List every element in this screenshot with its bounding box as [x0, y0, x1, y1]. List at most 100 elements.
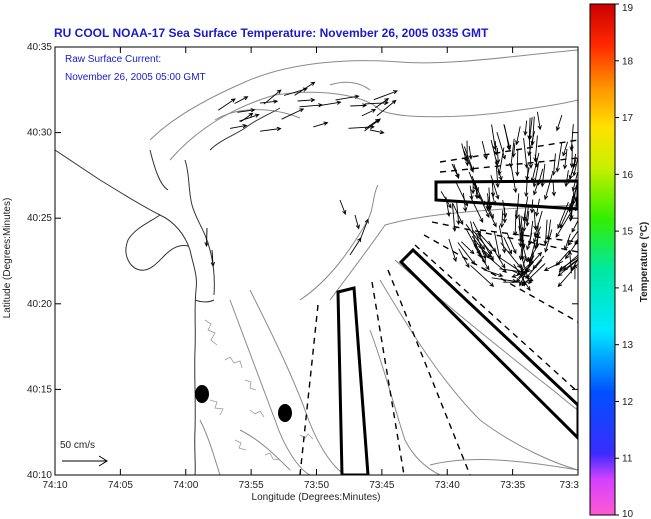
current-vector [559, 256, 578, 270]
current-vector [463, 146, 474, 172]
current-vector [559, 199, 574, 229]
current-vector [361, 108, 377, 117]
current-vector [535, 223, 540, 248]
current-vector [240, 112, 254, 123]
x-axis-label: Longitude (Degrees:Minutes) [252, 492, 381, 503]
current-vector [551, 153, 556, 176]
current-vector [571, 258, 578, 271]
current-vector [452, 203, 464, 226]
current-vector [453, 163, 460, 180]
current-vector [496, 147, 501, 165]
current-vector [525, 259, 543, 279]
current-vector [521, 263, 546, 287]
x-tick-label: 74:05 [108, 480, 133, 491]
current-vector [544, 229, 553, 253]
colorbar-ticks: 10 11 12 13 14 15 16 17 18 19 [615, 3, 634, 519]
current-vector [555, 143, 563, 173]
current-vector [622, 202, 628, 225]
current-vector [445, 196, 451, 218]
current-vector [569, 190, 575, 220]
current-vector [502, 207, 507, 224]
current-vector [376, 99, 397, 117]
bathymetry-contours [149, 49, 578, 475]
current-vector [503, 124, 512, 150]
current-vector [551, 182, 557, 197]
y-tick-label: 40:10 [27, 470, 52, 481]
current-vector [515, 126, 521, 146]
current-vector [373, 90, 398, 101]
current-vector [350, 103, 368, 108]
current-vector [263, 89, 282, 105]
current-vector [313, 121, 329, 128]
colorbar-label: Temperature (°C) [639, 222, 650, 303]
shipping-lanes [299, 139, 578, 475]
current-vector [584, 146, 588, 173]
nearshore-contours [204, 319, 314, 461]
y-tick-label: 40:15 [27, 384, 52, 395]
current-vector [543, 260, 564, 271]
current-vector [510, 167, 518, 194]
current-vector [469, 185, 474, 201]
scale-arrow [62, 455, 108, 467]
current-vector [217, 98, 236, 111]
current-vector [564, 170, 569, 188]
current-vector [465, 224, 486, 250]
current-vector [513, 209, 518, 237]
colorbar-tick-label: 11 [622, 454, 633, 465]
x-tick-label: 73:35 [500, 480, 525, 491]
colorbar-tick-label: 19 [622, 3, 634, 14]
current-vectors [204, 81, 628, 292]
current-vector [481, 140, 488, 160]
current-vector [490, 175, 500, 200]
current-vector [458, 248, 470, 269]
current-vector [460, 241, 475, 255]
coastline [55, 107, 281, 475]
current-vector [519, 235, 529, 263]
x-tick-label: 73:45 [369, 480, 394, 491]
current-vector [509, 138, 515, 169]
y-tick-label: 40:20 [27, 299, 52, 310]
x-tick-label: 73:3 [560, 480, 580, 491]
current-vector [585, 145, 589, 169]
current-vector [527, 117, 533, 141]
current-vector [259, 99, 279, 104]
current-vector [534, 198, 540, 217]
current-vector [364, 118, 380, 130]
current-vector [465, 140, 470, 167]
current-vector [533, 226, 542, 244]
current-vector [359, 218, 369, 241]
current-vector [477, 232, 494, 261]
current-vector [474, 184, 481, 200]
y-tick-label: 40:35 [27, 42, 52, 53]
current-vector [621, 200, 627, 217]
current-vector [543, 219, 548, 246]
current-vector [503, 237, 512, 255]
colorbar-tick-label: 15 [622, 227, 634, 238]
current-vector [562, 141, 569, 157]
current-vector [529, 199, 535, 214]
current-vector [294, 81, 316, 96]
current-vector [579, 187, 583, 205]
current-vector [237, 108, 256, 113]
current-vector [524, 166, 529, 198]
current-vector [470, 265, 495, 288]
current-vector [364, 100, 389, 106]
x-tick-label: 73:55 [239, 480, 264, 491]
current-vector [506, 233, 517, 255]
current-vector [583, 206, 589, 233]
current-vector [568, 207, 573, 222]
current-vector [526, 232, 533, 251]
current-vector [229, 123, 248, 129]
colorbar-tick-label: 18 [622, 56, 634, 67]
current-vector [513, 263, 531, 292]
current-vector [511, 143, 516, 158]
current-vector [569, 144, 575, 169]
station-dot [278, 404, 292, 422]
current-vector [555, 210, 573, 238]
current-vector [571, 219, 578, 233]
current-vector [339, 199, 347, 215]
current-vector [234, 96, 249, 104]
current-vector [318, 100, 342, 107]
current-vector [451, 203, 457, 233]
